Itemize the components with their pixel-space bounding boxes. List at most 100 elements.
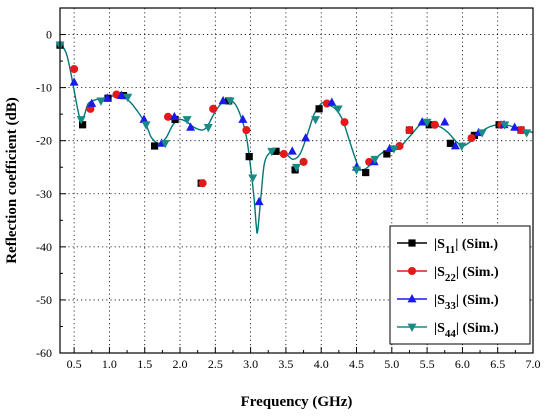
legend-marker xyxy=(407,294,417,303)
data-point-s44 xyxy=(141,121,151,130)
legend-label-subscript: 22 xyxy=(445,272,457,284)
data-point-s22 xyxy=(209,104,218,113)
x-tick-label: 0.5 xyxy=(67,357,82,371)
data-point-s33 xyxy=(69,77,79,86)
data-point-s11 xyxy=(291,166,299,174)
series-s11 xyxy=(56,41,525,187)
data-point-s11 xyxy=(362,168,370,177)
data-point-s22 xyxy=(430,120,439,129)
data-point-s44 xyxy=(311,116,321,125)
x-tick-labels: 0.5 1.0 1.5 2.0 2.5 3.0 3.5 4.0 4.5 5.0 5.5 6.0 6.5 7… xyxy=(67,357,541,371)
data-point-s44 xyxy=(333,105,343,114)
legend-label-rest: | (Sim.) xyxy=(456,293,499,308)
data-point-s33 xyxy=(218,95,228,105)
x-tick-label: 4.0 xyxy=(314,357,329,371)
y-axis-title: Reflection coefficient (dB) xyxy=(4,97,20,264)
data-point-s44 xyxy=(160,139,170,149)
x-tick-label: 5.5 xyxy=(420,357,435,371)
data-point-s33 xyxy=(87,98,97,107)
legend-marker xyxy=(407,266,417,276)
data-point-s44 xyxy=(457,142,467,151)
data-point-s44 xyxy=(96,97,106,106)
x-tick-label: 1.0 xyxy=(102,357,117,371)
data-point-s22 xyxy=(395,141,404,151)
legend-label-rest: | (Sim.) xyxy=(456,265,499,280)
legend-label-subscript: 33 xyxy=(445,300,457,312)
data-point-s22 xyxy=(405,126,414,135)
legend-marker xyxy=(407,323,417,332)
data-point-s11 xyxy=(151,142,159,150)
data-point-s44 xyxy=(225,97,235,106)
legend-label-base: |S xyxy=(434,265,445,280)
data-point-s44 xyxy=(522,129,532,138)
data-point-s33 xyxy=(102,93,112,102)
legend-label-base: |S xyxy=(434,293,445,308)
plot-frame xyxy=(59,7,534,354)
data-point-s44 xyxy=(248,174,258,183)
data-point-s44 xyxy=(203,124,213,133)
legend: |S11| (Sim.)|S22| (Sim.)|S33| (Sim.)|S44… xyxy=(389,225,531,345)
data-point-s11 xyxy=(383,150,391,158)
data-point-s33 xyxy=(116,90,126,99)
series-markers xyxy=(55,41,532,206)
data-point-s44 xyxy=(370,155,380,165)
legend-label-rest: | (Sim.) xyxy=(455,237,498,252)
legend-label-base: |S xyxy=(434,321,445,336)
x-tick-label: 5.0 xyxy=(384,357,399,371)
x-tick-label: 2.0 xyxy=(173,357,188,371)
data-point-s44 xyxy=(422,118,432,128)
data-point-s11 xyxy=(315,105,323,113)
y-tick-label: -10 xyxy=(36,81,52,95)
data-point-s22 xyxy=(198,179,207,188)
x-tick-label: 3.5 xyxy=(278,357,293,371)
x-tick-label: 6.0 xyxy=(455,357,470,371)
data-point-s22 xyxy=(163,112,173,121)
data-point-s44 xyxy=(500,121,510,130)
legend-item-s22: |S22| (Sim.) xyxy=(397,265,499,284)
data-point-s44 xyxy=(182,116,192,125)
legend-label: |S44| (Sim.) xyxy=(434,321,499,340)
data-point-s11 xyxy=(245,153,253,161)
data-point-s44 xyxy=(267,147,277,157)
data-point-s33 xyxy=(440,117,450,126)
data-point-s22 xyxy=(299,157,308,166)
y-tick-label: -30 xyxy=(36,187,52,201)
legend-label-base: |S xyxy=(434,237,445,252)
legend-label-rest: | (Sim.) xyxy=(456,321,499,336)
data-point-s33 xyxy=(238,114,248,123)
data-point-s33 xyxy=(385,143,395,153)
y-tick-label: -50 xyxy=(36,293,52,307)
data-point-s22 xyxy=(279,149,288,159)
legend-item-s33: |S33| (Sim.) xyxy=(397,293,499,312)
data-point-s33 xyxy=(450,141,460,150)
y-tick-label: 0 xyxy=(46,28,52,42)
x-tick-label: 2.5 xyxy=(208,357,223,371)
axis-ticks xyxy=(60,34,534,354)
legend-item-s11: |S11| (Sim.) xyxy=(397,237,498,256)
data-point-s33 xyxy=(417,117,427,126)
data-point-s22 xyxy=(467,133,476,143)
data-point-s22 xyxy=(516,126,526,135)
grid xyxy=(60,8,533,353)
data-point-s44 xyxy=(477,129,487,138)
legend-label: |S11| (Sim.) xyxy=(434,237,498,256)
series-s33 xyxy=(69,77,520,206)
data-point-s33 xyxy=(327,97,337,106)
legend-label: |S33| (Sim.) xyxy=(434,293,499,312)
data-point-s22 xyxy=(242,126,251,135)
data-point-s33 xyxy=(301,133,311,142)
y-tick-label: -20 xyxy=(36,134,52,148)
x-tick-label: 1.5 xyxy=(137,357,152,371)
data-point-s33 xyxy=(510,122,520,131)
data-point-s44 xyxy=(389,145,399,154)
data-point-s11 xyxy=(78,121,87,129)
legend-label-subscript: 11 xyxy=(445,244,455,256)
x-tick-label: 4.5 xyxy=(349,357,364,371)
data-point-s33 xyxy=(287,146,297,155)
data-point-s33 xyxy=(169,111,179,121)
data-point-s11 xyxy=(272,147,280,155)
data-point-s33 xyxy=(186,122,196,131)
data-point-s44 xyxy=(76,116,86,125)
data-point-s44 xyxy=(292,163,301,173)
